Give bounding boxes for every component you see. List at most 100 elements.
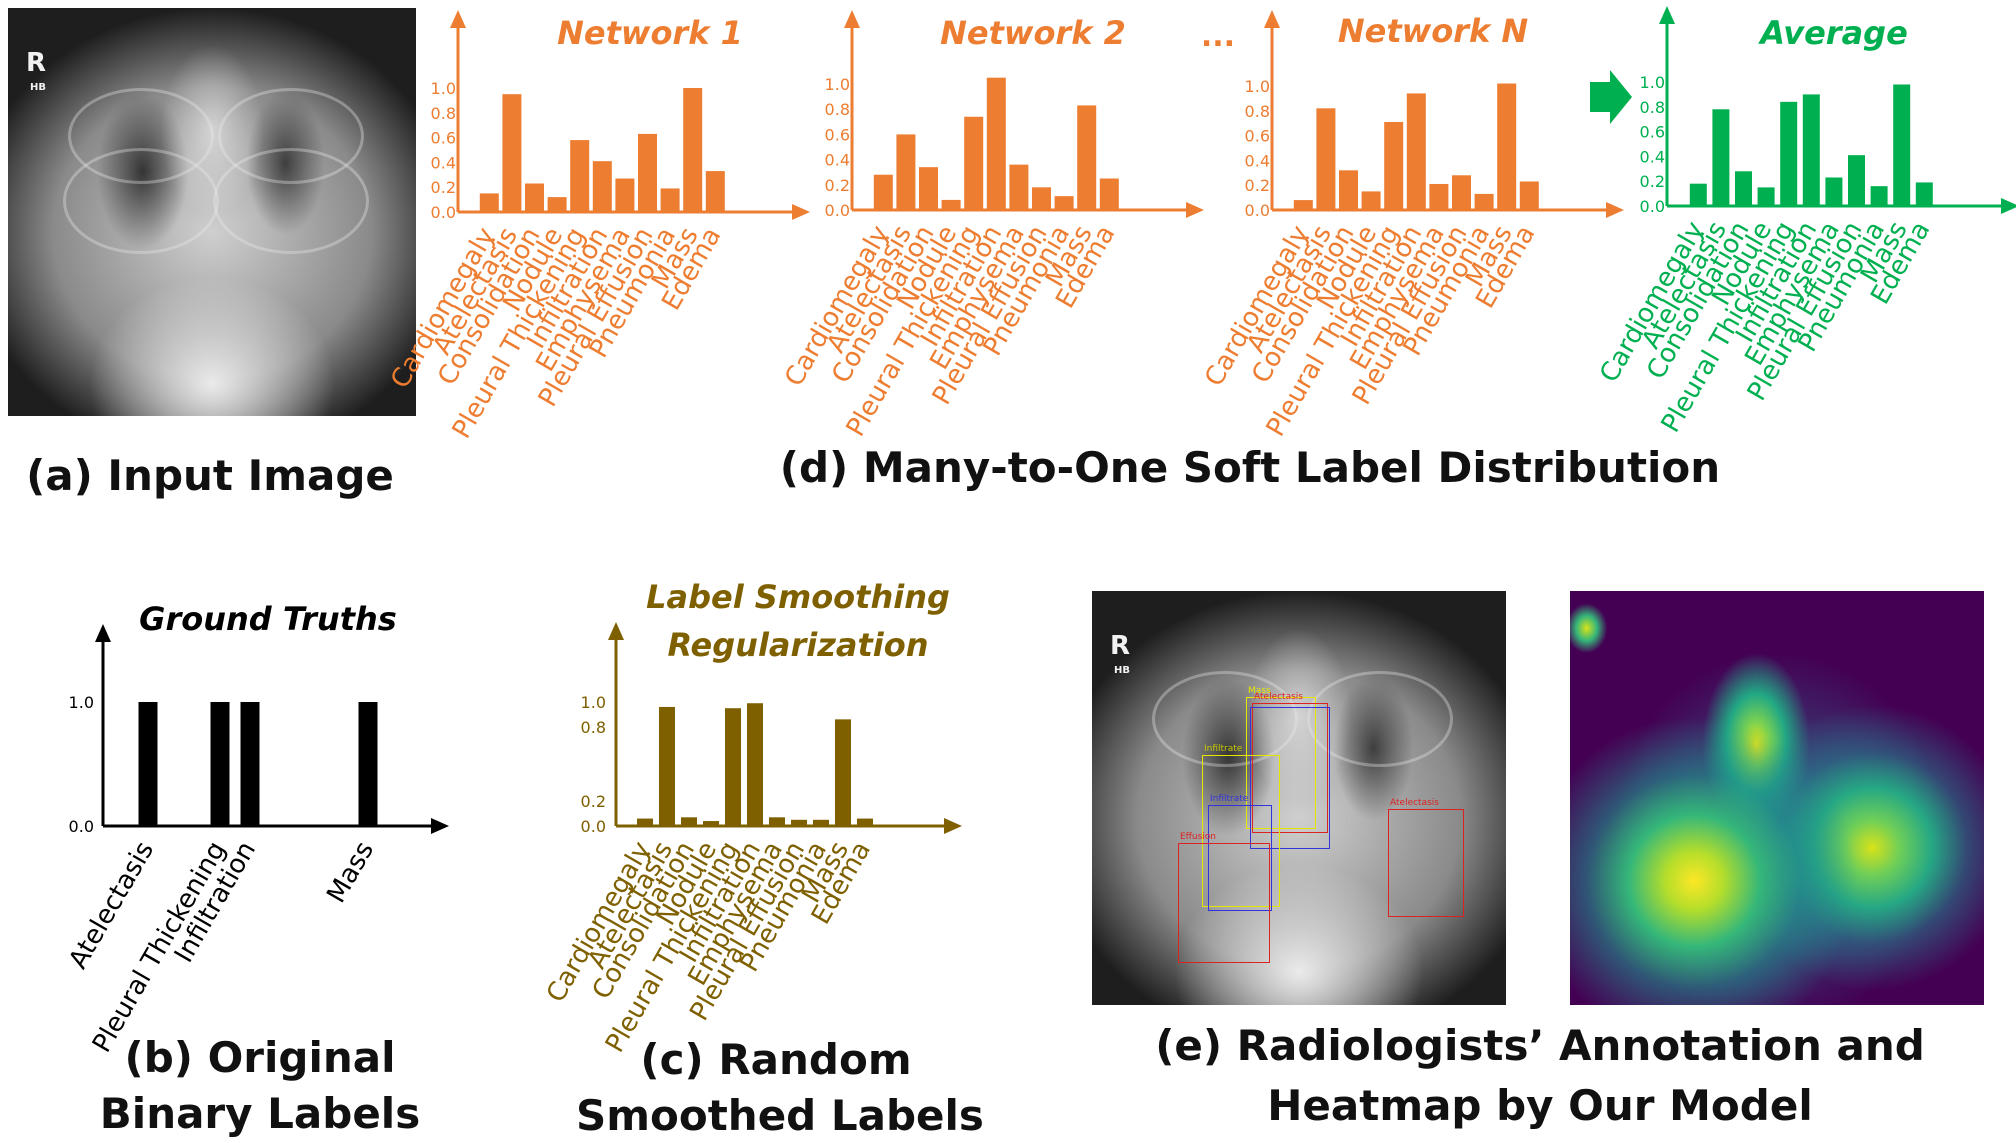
y-axis-arrow-icon	[844, 10, 860, 28]
bar	[1519, 181, 1539, 210]
rib-shape	[1307, 671, 1453, 767]
chart-title: Average	[1757, 14, 1908, 52]
annotation-box-label: Infiltrate	[1204, 744, 1243, 754]
bar	[813, 819, 829, 826]
y-tick-label: 0.6	[1640, 123, 1665, 142]
bar	[1848, 155, 1865, 206]
bar	[941, 199, 961, 210]
x-axis-arrow-icon	[1186, 202, 1204, 218]
bar	[896, 134, 916, 210]
bar	[1316, 108, 1336, 210]
rib-shape	[1152, 671, 1298, 767]
bar	[1452, 175, 1471, 210]
y-tick-label: 1.0	[1640, 73, 1665, 92]
y-tick-label: 0.4	[1640, 147, 1665, 166]
bar	[919, 167, 938, 210]
annotation-box: Mass	[1246, 686, 1316, 829]
caption-c-line2: Smoothed Labels	[576, 1091, 984, 1140]
bar	[683, 88, 703, 212]
y-tick-label: 0.0	[825, 201, 850, 220]
xray-marker-r: R	[26, 48, 47, 78]
bar	[725, 708, 741, 826]
y-tick-label: 0.6	[431, 129, 456, 148]
y-tick-label: 0.4	[1245, 151, 1270, 170]
y-axis-arrow-icon	[450, 10, 466, 28]
y-tick-label: 0.8	[431, 104, 456, 123]
x-axis-arrow-icon	[944, 818, 962, 834]
y-tick-label: 0.2	[1640, 172, 1665, 191]
bar	[592, 161, 612, 212]
bar	[1099, 178, 1119, 210]
bar	[1077, 105, 1097, 210]
bar	[791, 819, 807, 826]
annotation-box: Infiltrate	[1202, 744, 1280, 907]
y-tick-label: 1.0	[431, 79, 456, 98]
x-axis-arrow-icon	[1606, 202, 1624, 218]
chart-panel: Network 20.00.20.40.60.81.0CardiomegalyA…	[779, 10, 1204, 442]
y-tick-label: 1.0	[581, 693, 606, 712]
bar	[358, 702, 378, 826]
bar	[835, 719, 851, 826]
y-tick-label: 0.4	[825, 151, 850, 170]
xray-marker-hb: HB	[1114, 665, 1130, 676]
bar	[570, 140, 590, 212]
bar	[638, 133, 657, 212]
bar	[1054, 196, 1074, 210]
bar	[210, 702, 230, 826]
caption-a: (a) Input Image	[26, 451, 394, 500]
bar	[525, 183, 544, 212]
bar	[138, 702, 158, 826]
caption-d: (d) Many-to-One Soft Label Distribution	[779, 443, 1721, 492]
y-tick-label: 0.0	[69, 817, 94, 836]
annotation-box: Atelectasis	[1252, 692, 1328, 833]
y-tick-label: 0.0	[581, 817, 606, 836]
bar	[1825, 177, 1843, 206]
x-axis-arrow-icon	[431, 818, 449, 834]
xray-marker-r: R	[1110, 631, 1131, 661]
y-axis-arrow-icon	[95, 624, 111, 642]
chart-title: Label Smoothing	[646, 578, 950, 616]
y-axis-arrow-icon	[1659, 6, 1675, 24]
y-tick-label: 0.8	[825, 100, 850, 119]
y-tick-label: 0.2	[431, 178, 456, 197]
annotation-box: Atelectasis	[1388, 798, 1464, 917]
y-axis-arrow-icon	[1264, 10, 1280, 28]
y-tick-label: 1.0	[825, 75, 850, 94]
x-axis-arrow-icon	[792, 204, 810, 220]
bar	[1712, 109, 1730, 206]
bar	[1780, 101, 1798, 206]
bar	[1032, 187, 1051, 210]
annotation-box-label: Mass	[1248, 686, 1271, 696]
annotated-xray-image: R HB Mass Atelectasis Infiltrate Infiltr…	[1092, 591, 1506, 1005]
y-tick-label: 0.0	[1640, 197, 1665, 216]
bar	[1870, 186, 1888, 206]
bar	[1009, 164, 1029, 210]
model-heatmap	[1570, 591, 1984, 1005]
y-tick-label: 1.0	[1245, 77, 1270, 96]
chart-title: Network 1	[557, 14, 743, 52]
bar	[703, 821, 719, 826]
bar	[1497, 83, 1517, 210]
bar	[1361, 191, 1381, 210]
caption-c-line1: (c) Random	[640, 1035, 912, 1084]
bar	[502, 94, 522, 212]
y-tick-label: 1.0	[69, 693, 94, 712]
y-tick-label: 0.8	[1245, 102, 1270, 121]
ellipsis-text: ...	[1201, 19, 1235, 54]
y-tick-label: 0.8	[1640, 98, 1665, 117]
annotation-box: Infiltrate	[1208, 794, 1272, 911]
bar	[1406, 93, 1426, 210]
annotation-box-label: Atelectasis	[1254, 692, 1303, 702]
annotation-box: Effusion	[1178, 832, 1270, 963]
input-xray-image: R HB	[8, 8, 416, 416]
chart-panel: Average0.00.20.40.60.81.0CardiomegalyAte…	[1594, 6, 2016, 438]
y-tick-label: 0.2	[581, 792, 606, 811]
rib-shape	[213, 148, 369, 254]
x-category-label: Pleural Thickening	[87, 837, 232, 1058]
annotation-box-label: Atelectasis	[1390, 798, 1439, 808]
y-axis-arrow-icon	[608, 622, 624, 640]
bar	[986, 77, 1006, 210]
bar	[547, 197, 567, 212]
y-tick-label: 0.2	[1245, 176, 1270, 195]
